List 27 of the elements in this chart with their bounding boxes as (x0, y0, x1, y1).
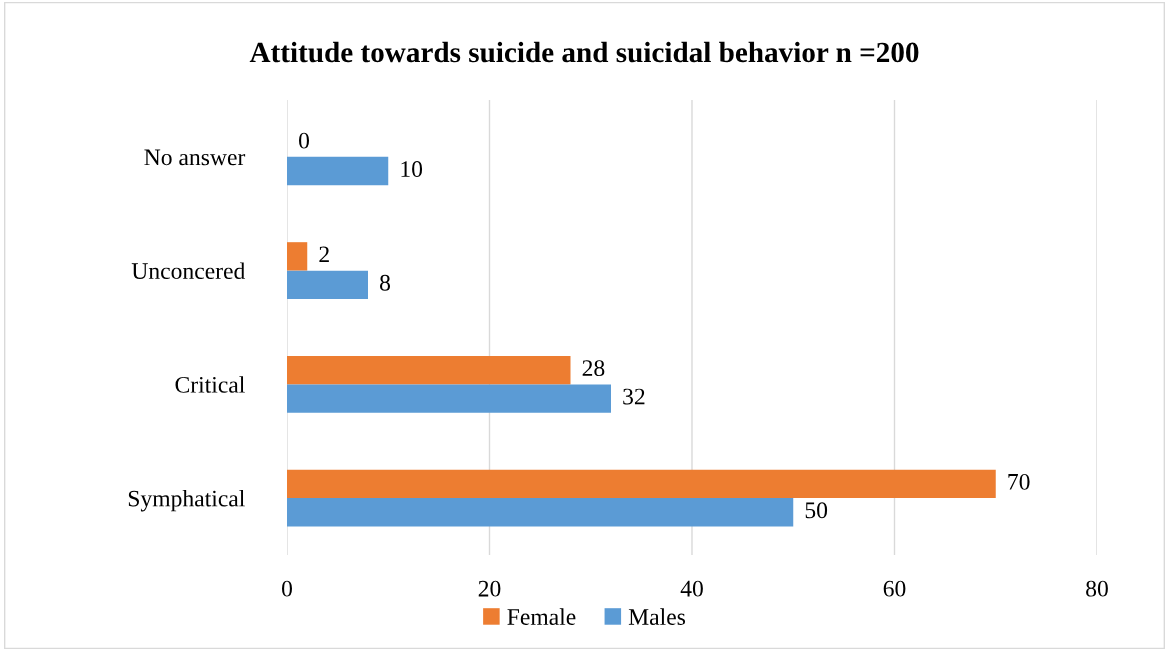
y-tick-label: Unconcered (131, 262, 246, 280)
legend-label: Female (507, 608, 576, 625)
data-label: 32 (623, 388, 645, 405)
x-tick-label: 20 (478, 580, 501, 597)
data-label: 70 (1008, 473, 1030, 490)
bar (287, 498, 794, 527)
data-label: 0 (299, 132, 310, 149)
data-label: 50 (805, 502, 828, 519)
bar (287, 242, 308, 271)
data-label: 2 (319, 246, 329, 263)
y-tick-label: No answer (144, 149, 246, 166)
chart-title: Attitude towards suicide and suicidal behavior n =200 (249, 41, 919, 63)
x-tick-label: 60 (883, 580, 906, 597)
x-tick-label: 80 (1086, 580, 1108, 597)
legend-label: Males (628, 608, 686, 625)
y-tick-label: Symphatical (128, 489, 245, 512)
x-tick-label: 0 (282, 580, 292, 597)
data-label: 28 (582, 360, 605, 377)
y-tick-label: Critical (175, 376, 245, 393)
data-label: 10 (401, 161, 423, 177)
bar (287, 156, 389, 186)
bar (287, 355, 571, 385)
data-label: 8 (380, 274, 391, 291)
x-tick-label: 40 (680, 580, 703, 597)
bar (287, 270, 368, 300)
bar (287, 469, 996, 499)
bar (287, 384, 611, 413)
